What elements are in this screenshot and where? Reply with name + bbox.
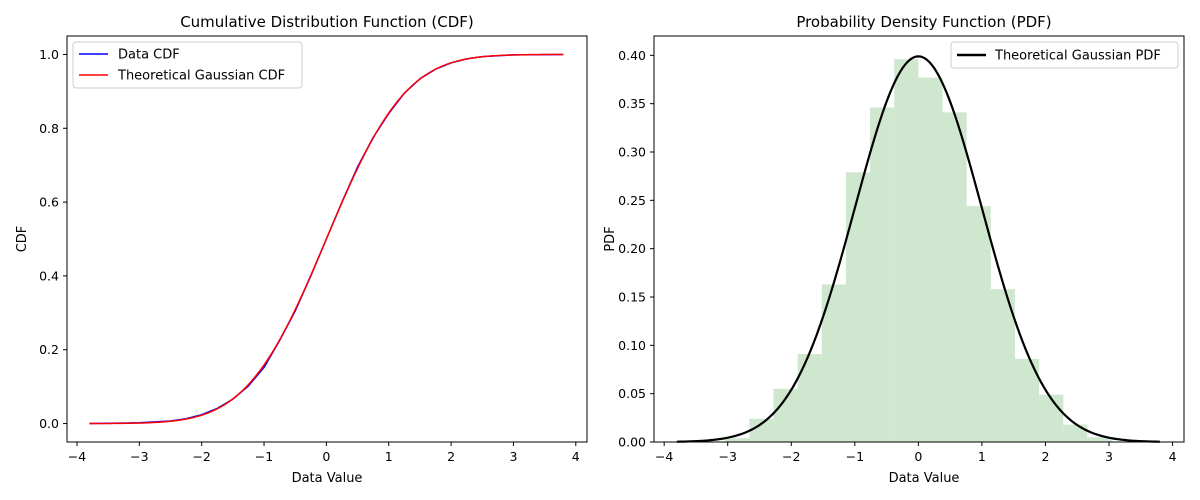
pdf-histogram-bar — [894, 59, 919, 442]
cdf-chart-title: Cumulative Distribution Function (CDF) — [180, 13, 474, 31]
pdf-chart-title: Probability Density Function (PDF) — [796, 13, 1051, 31]
pdf-legend: Theoretical Gaussian PDF — [950, 41, 1179, 69]
pdf-y-tick-label: 0.35 — [618, 96, 646, 111]
pdf-x-tick-label: 1 — [978, 449, 986, 464]
pdf-x-tick-label: 3 — [1105, 449, 1113, 464]
cdf-x-tick-label: 2 — [447, 449, 455, 464]
pdf-y-tick-label: 0.05 — [618, 386, 646, 401]
pdf-x-tick-label: −3 — [718, 449, 736, 464]
cdf-chart: Cumulative Distribution Function (CDF) −… — [15, 13, 588, 486]
cdf-y-tick-label: 0.2 — [39, 342, 59, 357]
pdf-x-tick-label: −1 — [846, 449, 864, 464]
pdf-legend-label: Theoretical Gaussian PDF — [994, 49, 1161, 64]
cdf-y-tick-label: 1.0 — [39, 47, 59, 62]
pdf-ticks: −4 −3 −2 −1 0 1 2 3 4 0.00 0.05 0.10 0.15 0.20 0.25 0.3… — [618, 48, 1176, 464]
pdf-x-axis-label: Data Value — [889, 471, 960, 486]
pdf-x-tick-label: 0 — [914, 449, 922, 464]
pdf-histogram-bar — [725, 438, 750, 442]
pdf-histogram-bar — [942, 112, 967, 442]
cdf-x-tick-label: −2 — [192, 449, 210, 464]
cdf-x-tick-label: 3 — [509, 449, 517, 464]
cdf-x-tick-label: 1 — [385, 449, 393, 464]
cdf-ticks: −4 −3 −2 −1 0 1 2 3 4 0.0 0.2 0.4 0.6 0.8 1.0 — [39, 47, 580, 464]
pdf-series-theoretical-gaussian-pdf — [676, 55, 1160, 443]
cdf-y-axis-label: CDF — [15, 226, 30, 253]
pdf-x-tick-label: −4 — [655, 449, 673, 464]
pdf-y-tick-label: 0.25 — [618, 193, 646, 208]
cdf-x-tick-label: 4 — [572, 449, 580, 464]
pdf-histogram-bar — [990, 289, 1015, 442]
cdf-series-theoretical-gaussian-cdf — [89, 53, 564, 425]
pdf-chart: Probability Density Function (PDF) −4 −3−… — [603, 13, 1185, 486]
cdf-y-tick-label: 0.0 — [39, 416, 59, 431]
cdf-y-tick-label: 0.6 — [39, 195, 59, 210]
pdf-histogram-bar — [870, 107, 895, 443]
cdf-axes-frame — [66, 35, 588, 443]
pdf-histogram-bar — [749, 418, 774, 442]
pdf-y-tick-label: 0.00 — [618, 435, 646, 450]
cdf-legend-label-theoretical: Theoretical Gaussian CDF — [117, 69, 285, 84]
pdf-histogram-bar — [1087, 437, 1112, 442]
cdf-x-tick-label: −4 — [68, 449, 86, 464]
pdf-histogram-bar — [966, 206, 991, 442]
cdf-x-axis-label: Data Value — [292, 471, 363, 486]
cdf-legend-box — [72, 41, 303, 89]
pdf-y-tick-label: 0.30 — [618, 145, 646, 160]
pdf-x-tick-label: 2 — [1041, 449, 1049, 464]
cdf-y-tick-label: 0.8 — [39, 121, 59, 136]
pdf-x-tick-label: 4 — [1169, 449, 1177, 464]
pdf-y-tick-label: 0.40 — [618, 48, 646, 63]
pdf-y-tick-label: 0.20 — [618, 241, 646, 256]
cdf-x-tick-label: −3 — [130, 449, 148, 464]
pdf-histogram-bar — [918, 77, 943, 443]
cdf-y-tick-label: 0.4 — [39, 268, 59, 283]
cdf-x-tick-label: 0 — [322, 449, 330, 464]
cdf-legend: Data CDF Theoretical Gaussian CDF — [72, 41, 303, 89]
pdf-plot-area — [676, 55, 1160, 443]
pdf-histogram-bar — [1039, 394, 1064, 442]
pdf-x-tick-label: −2 — [782, 449, 800, 464]
pdf-y-tick-label: 0.10 — [618, 338, 646, 353]
pdf-y-axis-label: PDF — [603, 226, 618, 251]
cdf-legend-label-data: Data CDF — [118, 48, 180, 63]
pdf-histogram-bar — [845, 172, 871, 443]
pdf-legend-box — [950, 41, 1179, 69]
cdf-x-tick-label: −1 — [255, 449, 273, 464]
pdf-axes-frame — [653, 35, 1185, 443]
pdf-y-tick-label: 0.15 — [618, 290, 646, 305]
pdf-histogram-bar — [1063, 424, 1088, 442]
cdf-plot-area — [89, 53, 564, 425]
pdf-histogram-bar — [797, 354, 822, 442]
